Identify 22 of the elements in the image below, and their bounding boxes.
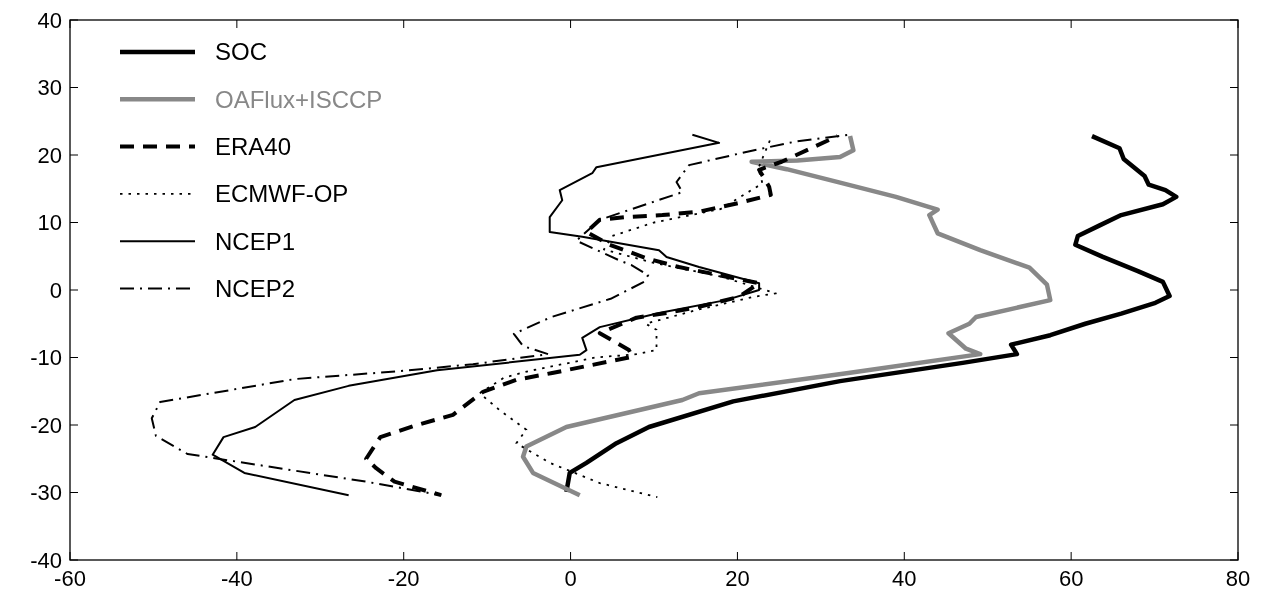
x-tick-label: 80 bbox=[1225, 566, 1251, 591]
y-tick-label: -30 bbox=[30, 480, 62, 506]
legend-label: OAFlux+ISCCP bbox=[215, 85, 383, 113]
y-tick-label: 40 bbox=[37, 7, 62, 33]
y-tick-label: 0 bbox=[49, 277, 62, 303]
y-tick-label: 10 bbox=[37, 210, 62, 236]
x-tick-label: -20 bbox=[387, 566, 420, 591]
legend-label: SOC bbox=[215, 38, 268, 66]
legend-label: NCEP1 bbox=[215, 227, 296, 255]
x-tick-label: -40 bbox=[220, 566, 253, 591]
x-tick-label: 60 bbox=[1058, 566, 1084, 591]
x-tick-label: 20 bbox=[725, 566, 750, 591]
x-tick-label: 40 bbox=[892, 566, 917, 591]
x-tick-label: 0 bbox=[564, 566, 577, 591]
y-tick-label: -40 bbox=[30, 547, 62, 573]
legend-label: ECMWF-OP bbox=[215, 180, 349, 208]
y-tick-label: 30 bbox=[37, 75, 62, 101]
y-tick-label: -10 bbox=[30, 345, 62, 371]
legend-label: NCEP2 bbox=[215, 274, 296, 302]
y-tick-label: -20 bbox=[30, 412, 62, 438]
legend-label: ERA40 bbox=[215, 133, 292, 160]
y-tick-label: 20 bbox=[37, 142, 62, 168]
